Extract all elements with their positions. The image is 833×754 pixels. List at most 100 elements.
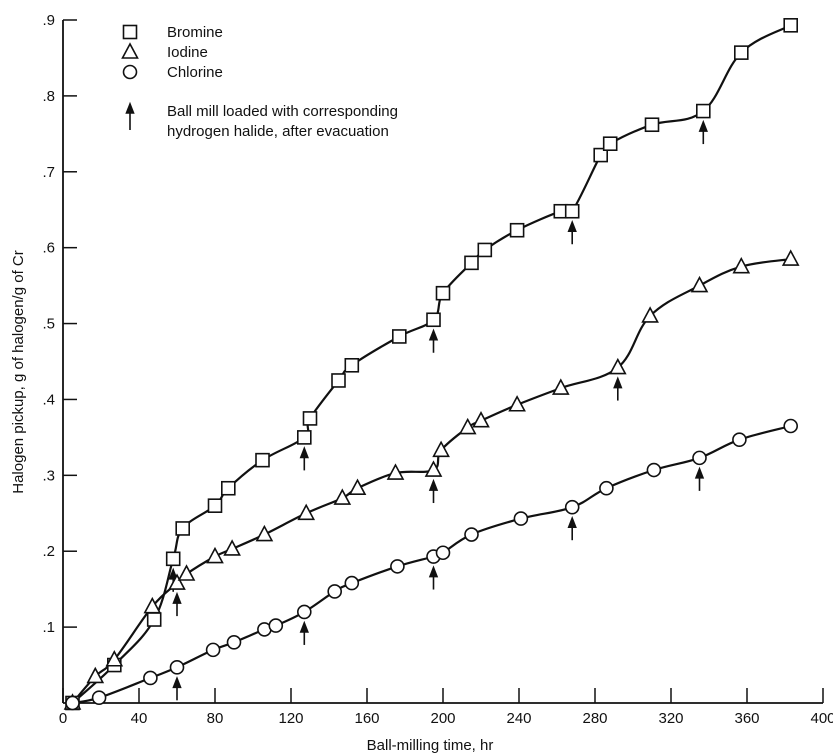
arrow-head: [299, 620, 309, 633]
iodine-marker: [508, 395, 526, 412]
iodine-marker: [690, 275, 709, 293]
iodine-marker: [86, 666, 105, 684]
chlorine-marker: [268, 618, 284, 633]
bromine-marker: [783, 18, 799, 33]
bromine-arrow: [299, 446, 309, 471]
chlorine-marker: [692, 450, 707, 466]
bromine-marker: [344, 357, 360, 373]
legend-iodine-label: Iodine: [167, 44, 208, 61]
arrow-head: [428, 565, 439, 578]
x-axis-title: Ball-milling time, hr: [367, 737, 494, 754]
chlorine-arrow: [172, 676, 182, 701]
arrow-head: [125, 101, 135, 114]
chlorine-arrow: [428, 565, 439, 590]
bromine-marker: [733, 45, 749, 60]
iodine-marker: [177, 564, 196, 581]
y-tick-label: .5: [42, 316, 55, 333]
arrow-head: [694, 466, 705, 479]
bromine-marker: [509, 222, 525, 238]
bromine-marker: [221, 480, 236, 496]
bromine-marker: [602, 136, 618, 151]
iodine-marker: [732, 256, 751, 274]
arrow-head: [698, 119, 708, 132]
iodine-marker: [551, 378, 570, 395]
chlorine-marker: [91, 690, 107, 705]
bromine-marker: [464, 255, 479, 271]
iodine-marker: [168, 573, 186, 590]
iodine-marker: [641, 306, 659, 323]
arrow-head: [299, 446, 309, 459]
iodine-arrow: [613, 376, 623, 401]
chlorine-arrow: [694, 466, 705, 491]
chlorine-marker: [205, 642, 221, 658]
legend-arrow-note-line: hydrogen halide, after evacuation: [167, 123, 389, 140]
x-tick-label: 160: [354, 710, 379, 727]
y-tick-label: .7: [42, 164, 55, 181]
y-tick-label: .1: [42, 619, 55, 636]
bromine-marker: [146, 612, 162, 627]
chlorine-marker: [783, 418, 799, 434]
x-tick-label: 240: [506, 710, 531, 727]
iodine-arrow: [428, 478, 439, 504]
iodine-arrow: [172, 591, 182, 617]
bromine-marker: [255, 452, 270, 468]
chlorine-line: [72, 424, 791, 705]
bromine-arrow: [698, 119, 708, 145]
bromine-marker: [593, 147, 609, 163]
chlorine-marker: [327, 584, 343, 599]
legend-bromine-label: Bromine: [167, 24, 223, 41]
legend-arrow-note-line: Ball mill loaded with corresponding: [167, 103, 398, 120]
arrow-head: [172, 676, 182, 689]
iodine-marker: [297, 503, 316, 521]
chlorine-marker: [169, 660, 185, 675]
bromine-marker: [644, 117, 660, 133]
chlorine-marker: [226, 634, 242, 650]
chlorine-marker: [65, 695, 80, 711]
bromine-marker: [695, 103, 711, 119]
arrow-layer: [168, 119, 708, 701]
chlorine-marker: [564, 499, 580, 515]
bromine-marker: [302, 411, 318, 426]
bromine-marker: [296, 430, 312, 445]
chlorine-marker: [390, 559, 405, 574]
bromine-marker: [564, 203, 580, 219]
x-tick-label: 400: [810, 710, 833, 727]
chlorine-arrow: [299, 620, 309, 645]
arrow-head: [168, 567, 178, 580]
chlorine-marker: [646, 462, 662, 478]
chlorine-marker: [599, 480, 614, 496]
bromine-marker: [331, 373, 346, 388]
x-tick-label: 200: [430, 710, 455, 727]
chlorine-marker: [143, 670, 158, 686]
chlorine-marker: [296, 604, 312, 620]
y-tick-label: .6: [42, 240, 55, 257]
chlorine-arrow: [567, 515, 577, 541]
legend: Bromine Iodine Chlorine Ball mill loaded wi…: [121, 24, 398, 140]
iodine-marker: [333, 488, 352, 505]
chlorine-marker: [344, 575, 360, 591]
chlorine-marker: [435, 545, 451, 561]
x-ticks: 0 40 80 120 160 200 240 280 320 360 400: [59, 688, 833, 727]
legend-iodine-marker: [121, 42, 139, 59]
arrow-head: [567, 220, 577, 233]
legend-bromine-marker: [122, 24, 138, 40]
y-tick-label: .3: [42, 467, 55, 484]
chlorine-marker: [513, 511, 529, 526]
iodine-marker: [223, 539, 241, 556]
iodine-marker: [432, 440, 450, 458]
iodine-marker: [386, 463, 405, 480]
bromine-marker: [207, 498, 223, 513]
bromine-arrow: [567, 220, 577, 245]
bromine-marker: [391, 329, 407, 344]
iodine-marker: [206, 546, 224, 564]
y-tick-label: .9: [42, 12, 55, 29]
y-tick-label: .2: [42, 543, 55, 560]
x-tick-label: 0: [59, 710, 67, 727]
arrow-head: [172, 591, 182, 604]
iodine-marker: [348, 478, 367, 496]
iodine-marker: [424, 460, 443, 477]
y-ticks: .1 .2 .3 .4 .5 .6 .7 .8 .9: [42, 12, 77, 636]
x-tick-label: 120: [278, 710, 303, 727]
iodine-marker: [255, 524, 274, 542]
